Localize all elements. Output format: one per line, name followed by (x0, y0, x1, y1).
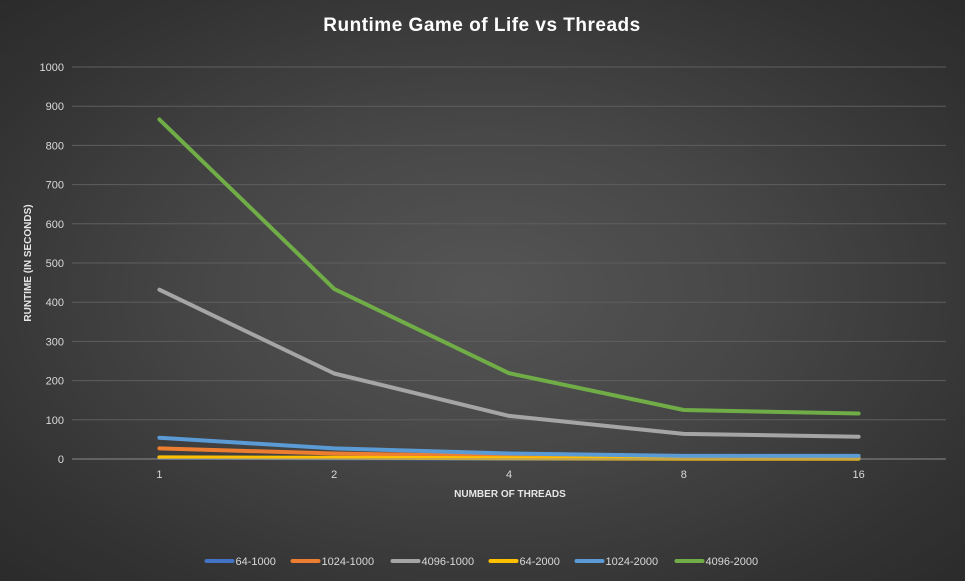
legend-item: 64-1000 (204, 556, 276, 568)
x-tick-label: 2 (331, 469, 337, 481)
legend-label: 1024-2000 (606, 556, 659, 568)
y-axis-title: RUNTIME (IN SECONDS) (23, 204, 34, 321)
legend-label: 64-2000 (520, 556, 560, 568)
y-tick-label: 600 (46, 219, 64, 231)
y-tick-label: 100 (46, 415, 64, 427)
x-tick-label: 4 (506, 469, 512, 481)
y-tick-label: 1000 (40, 62, 64, 74)
x-tick-label: 1 (156, 469, 162, 481)
series-line-4096-2000 (157, 117, 861, 416)
legend-item: 64-2000 (488, 556, 560, 568)
y-tick-label: 300 (46, 336, 64, 348)
series-lines (157, 117, 861, 461)
x-axis-title: NUMBER OF THREADS (454, 489, 566, 500)
legend-label: 4096-2000 (706, 556, 759, 568)
series-line-4096-1000 (157, 287, 861, 439)
legend-label: 1024-1000 (322, 556, 375, 568)
legend-item: 4096-2000 (674, 556, 759, 568)
x-tick-label: 8 (681, 469, 687, 481)
y-tick-label: 800 (46, 140, 64, 152)
legend-item: 1024-1000 (290, 556, 375, 568)
chart-title: Runtime Game of Life vs Threads (323, 15, 640, 36)
legend-item: 4096-1000 (390, 556, 475, 568)
y-tick-label: 700 (46, 180, 64, 192)
legend-label: 64-1000 (236, 556, 276, 568)
series-line-1024-2000 (157, 435, 861, 458)
y-tick-label: 500 (46, 258, 64, 270)
legend-item: 1024-2000 (574, 556, 659, 568)
y-tick-label: 400 (46, 297, 64, 309)
x-tick-label: 16 (852, 469, 864, 481)
axes: 0 100 200 300 400 500 600 700 800 900 1000 1 2 4 8 16 (40, 62, 946, 481)
legend: 64-1000 1024-1000 4096-1000 64-2000 1024-200… (204, 556, 759, 568)
legend-label: 4096-1000 (422, 556, 475, 568)
y-tick-label: 0 (58, 454, 64, 466)
y-tick-label: 200 (46, 376, 64, 388)
y-tick-label: 900 (46, 101, 64, 113)
gridlines (72, 66, 946, 421)
